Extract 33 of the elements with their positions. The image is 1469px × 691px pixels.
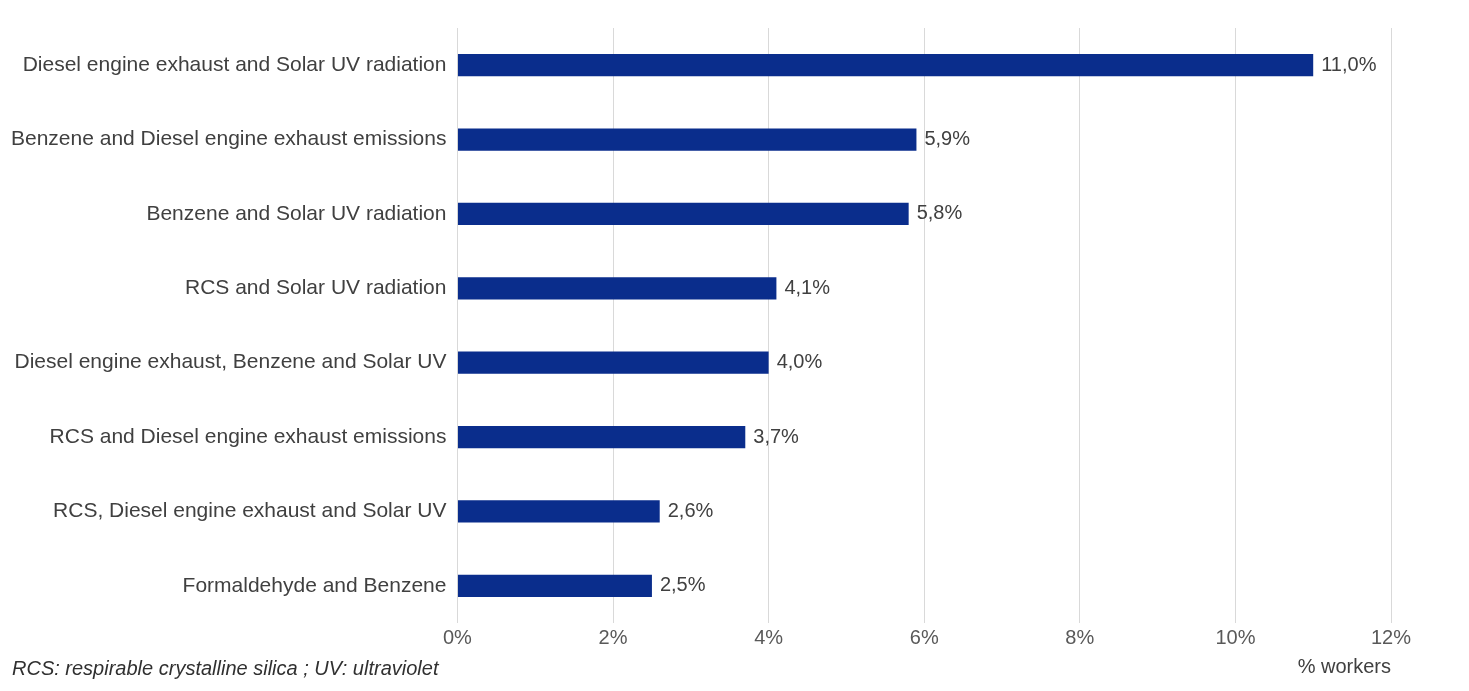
- data-label: 11,0%: [1321, 52, 1377, 75]
- data-label: 3,7%: [753, 424, 800, 447]
- data-label: 4,1%: [784, 275, 831, 298]
- x-tick-label: 6%: [909, 625, 939, 648]
- x-tick-label: 10%: [1215, 625, 1256, 648]
- data-label: 5,9%: [924, 127, 971, 150]
- bar: [457, 425, 746, 449]
- bar: [457, 351, 769, 374]
- y-tick-label: Diesel engine exhaust and Solar UV radiation: [22, 51, 447, 75]
- data-label: 5,8%: [916, 201, 963, 224]
- bar: [457, 128, 917, 151]
- y-tick-label: RCS and Diesel engine exhaust emissions: [49, 423, 447, 447]
- x-axis-title: % workers: [1297, 654, 1391, 677]
- x-tick-label: 0%: [442, 625, 473, 648]
- data-label: 2,6%: [667, 498, 714, 521]
- x-tick-label: 8%: [1065, 625, 1095, 648]
- y-tick-label: Diesel engine exhaust, Benzene and Solar UV: [14, 349, 447, 373]
- bar: [457, 277, 777, 300]
- bar: [457, 202, 909, 226]
- y-tick-label: Benzene and Solar UV radiation: [146, 200, 447, 224]
- y-tick-label: RCS, Diesel engine exhaust and Solar UV: [53, 498, 447, 522]
- y-tick-label: Formaldehyde and Benzene: [182, 572, 447, 596]
- x-tick-label: 12%: [1370, 625, 1412, 648]
- data-label: 4,0%: [776, 350, 823, 373]
- data-label: 2,5%: [659, 573, 706, 596]
- y-tick-label: RCS and Solar UV radiation: [184, 275, 447, 299]
- x-tick-label: 4%: [754, 625, 784, 648]
- bar: [457, 500, 660, 523]
- text: RCS: respirable crystalline silica ; UV: ultraviolet: [12, 656, 440, 679]
- bar: [457, 574, 652, 597]
- bar: [457, 54, 1314, 77]
- y-tick-label: Benzene and Diesel engine exhaust emissions: [10, 126, 447, 150]
- x-tick-label: 2%: [598, 625, 628, 648]
